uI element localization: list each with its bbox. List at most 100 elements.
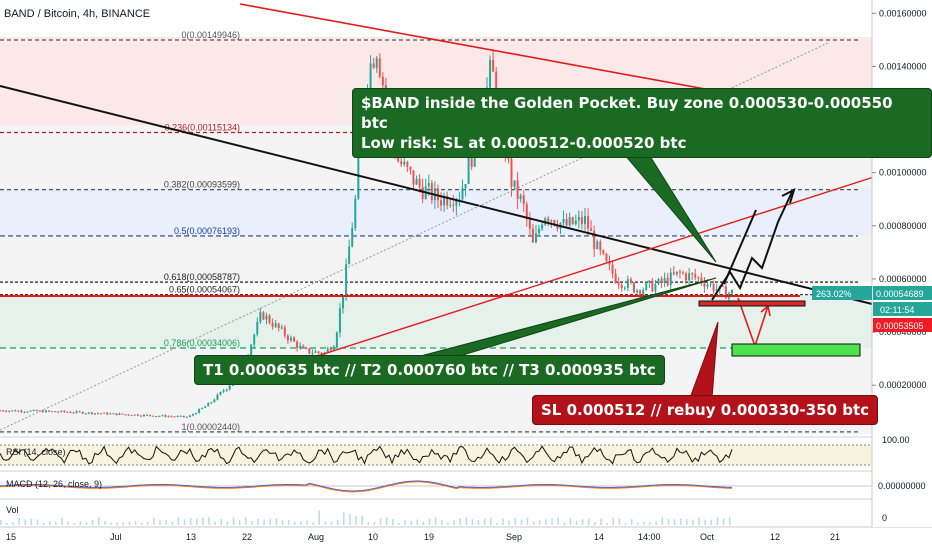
volume-bar: [30, 518, 33, 525]
candle-body: [44, 410, 47, 413]
volume-bar: [600, 518, 602, 525]
volume-bar: [208, 517, 210, 525]
candle-body: [81, 411, 84, 414]
candle-body: [182, 415, 185, 417]
candle-body: [195, 413, 198, 415]
volume-bar: [214, 521, 216, 525]
candle-body: [415, 178, 418, 185]
candle-body: [256, 321, 259, 335]
volume-bar: [532, 521, 535, 525]
volume-bar: [226, 521, 229, 525]
candle-body: [198, 409, 201, 414]
zone-5-618: [0, 235, 872, 282]
candle-body: [60, 410, 63, 412]
volume-bar: [349, 513, 351, 525]
candle-body: [262, 312, 265, 320]
candle-body: [296, 341, 299, 348]
volume-bar: [508, 520, 510, 525]
candle-body: [109, 413, 112, 415]
candle-body: [534, 233, 537, 243]
candle-body: [201, 407, 204, 410]
candle-body: [712, 283, 715, 292]
candle-body: [608, 261, 611, 265]
candle-body: [636, 290, 639, 293]
candle-body: [568, 217, 571, 226]
volume-bar: [42, 522, 45, 525]
candle-body: [311, 352, 314, 354]
volume-bar: [355, 516, 357, 525]
volume-bar: [606, 522, 608, 525]
candle-body: [320, 352, 323, 355]
volume-bar: [128, 521, 131, 525]
fib-level-label: 0.236(0.00115134): [165, 122, 240, 132]
y-tick-label: 0.00040000: [879, 327, 927, 337]
candle-body: [372, 63, 375, 68]
candle-body: [531, 228, 534, 243]
volume-bar: [643, 521, 645, 525]
candle-body: [72, 412, 75, 414]
candle-body: [69, 412, 72, 414]
volume-bar: [698, 517, 700, 525]
candle-body: [709, 283, 712, 285]
volume-bar: [441, 520, 443, 525]
candle-body: [697, 277, 700, 279]
volume-bar: [447, 522, 449, 525]
candle-body: [547, 218, 550, 222]
volume-bar: [275, 518, 278, 525]
candle-body: [357, 157, 360, 199]
candle-body: [213, 399, 216, 403]
candle-body: [700, 277, 703, 283]
candle-body: [133, 414, 136, 416]
candle-body: [516, 180, 519, 200]
candle-body: [152, 415, 155, 417]
candle-body: [299, 345, 302, 348]
rsi-band: [0, 445, 872, 465]
volume-bar: [330, 521, 333, 525]
red-price-bg: [873, 318, 932, 332]
x-tick-label: 12: [770, 532, 780, 542]
candle-body: [314, 351, 317, 353]
candle-body: [452, 204, 455, 206]
candle-body: [329, 348, 332, 351]
y-tick-label: 0.00060000: [879, 274, 927, 284]
volume-bar: [630, 519, 633, 525]
candle-body: [345, 264, 348, 296]
candle-body: [204, 406, 207, 408]
candle-body: [492, 59, 495, 72]
volume-bar: [392, 519, 394, 525]
volume-bar: [300, 521, 302, 525]
volume-bar: [122, 522, 125, 525]
volume-bar: [637, 522, 639, 525]
candle-body: [715, 289, 718, 292]
volume-bar: [422, 521, 425, 525]
candle-body: [305, 347, 308, 349]
volume-bar: [318, 510, 321, 525]
candle-body: [550, 220, 553, 222]
candle-body: [100, 413, 103, 415]
candle-body: [672, 272, 675, 275]
volume-bar: [496, 522, 498, 525]
candle-body: [48, 410, 51, 412]
candle-body: [611, 264, 614, 274]
candle-body: [57, 411, 60, 413]
candle-body: [409, 166, 412, 171]
x-tick-label: 14: [594, 532, 604, 542]
rebuy-zone-box: [731, 343, 861, 357]
candle-body: [541, 224, 544, 229]
volume-bar: [655, 521, 657, 525]
volume-bar: [110, 522, 112, 525]
volume-bar: [24, 519, 27, 525]
volume-bar: [569, 518, 572, 525]
candle-body: [421, 186, 424, 199]
candle-body: [167, 416, 170, 418]
candle-body: [632, 282, 635, 293]
candle-body: [724, 286, 727, 299]
candle-body: [20, 410, 23, 412]
volume-bar: [287, 519, 290, 525]
macd-signal: [0, 481, 732, 493]
candle-body: [332, 347, 335, 351]
candle-body: [688, 273, 691, 281]
volume-bar: [612, 518, 615, 525]
